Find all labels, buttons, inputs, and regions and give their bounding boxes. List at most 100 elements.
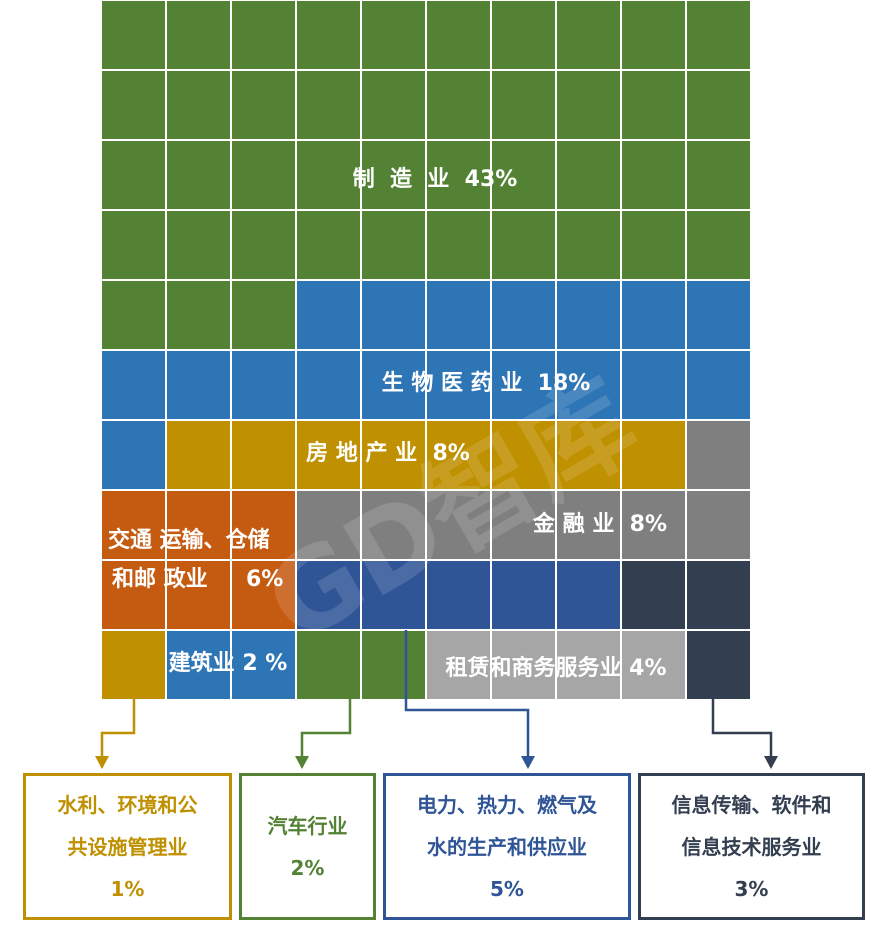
callout-text: 水利、环境和公 — [57, 792, 198, 817]
waffle-cell — [100, 139, 167, 211]
waffle-cell — [425, 279, 492, 351]
callout-box: 水利、环境和公 共设施管理业 1% — [23, 773, 232, 920]
waffle-cell — [360, 279, 427, 351]
callout-text: 5% — [490, 876, 524, 901]
waffle-cell — [230, 209, 297, 281]
waffle-cell — [230, 69, 297, 141]
waffle-cell — [555, 559, 622, 631]
waffle-cell — [100, 349, 167, 421]
data-label-biomed: 生 物 医 药 业 18% — [382, 370, 591, 396]
waffle-cell — [100, 69, 167, 141]
waffle-cell — [555, 69, 622, 141]
waffle-cell — [685, 489, 752, 561]
data-label-transport-line1: 交通 运输、仓储 — [108, 527, 270, 553]
waffle-cell — [490, 0, 557, 71]
waffle-cell — [620, 559, 687, 631]
callout-box: 汽车行业 2% — [239, 773, 376, 920]
callout-text: 1% — [110, 876, 145, 901]
callout-box: 电力、热力、燃气及 水的生产和供应业 5% — [383, 773, 631, 920]
waffle-cell — [295, 209, 362, 281]
waffle-cell — [230, 349, 297, 421]
callout-text: 信息传输、软件和 — [671, 792, 832, 817]
connector-arrowhead — [521, 756, 535, 769]
waffle-cell — [555, 629, 622, 701]
waffle-cell — [425, 69, 492, 141]
waffle-cell — [685, 419, 752, 491]
waffle-cell — [295, 139, 362, 211]
waffle-cell — [685, 559, 752, 631]
waffle-cell — [685, 629, 752, 701]
waffle-cell — [165, 209, 232, 281]
waffle-cell — [620, 0, 687, 71]
waffle-cell — [555, 0, 622, 71]
callout-text: 信息技术服务业 — [681, 834, 822, 859]
waffle-cell — [295, 419, 362, 491]
waffle-cell — [685, 209, 752, 281]
waffle-cell — [295, 629, 362, 701]
waffle-cell — [165, 0, 232, 71]
data-label-finance: 金 融 业 8% — [532, 511, 667, 537]
waffle-cell — [620, 69, 687, 141]
waffle-cell — [100, 209, 167, 281]
waffle-cell — [295, 349, 362, 421]
waffle-cell — [490, 629, 557, 701]
waffle-cell — [230, 139, 297, 211]
waffle-cell — [620, 139, 687, 211]
waffle-cell — [360, 489, 427, 561]
waffle-cell — [165, 419, 232, 491]
callout-text: 汽车行业 — [267, 813, 348, 838]
waffle-cell — [620, 349, 687, 421]
connector-line — [404, 630, 530, 767]
waffle-cell — [425, 0, 492, 71]
waffle-cell — [620, 419, 687, 491]
waffle-cell — [425, 349, 492, 421]
waffle-cell — [425, 209, 492, 281]
callout-text: 电力、热力、燃气及 — [417, 792, 597, 817]
waffle-cell — [360, 629, 427, 701]
waffle-cell — [100, 419, 167, 491]
waffle-cell — [620, 279, 687, 351]
waffle-cell — [620, 629, 687, 701]
data-label-manufacturing: 制 造 业 43% — [353, 167, 518, 192]
waffle-cell — [685, 69, 752, 141]
waffle-cell — [555, 139, 622, 211]
waffle-cell — [490, 139, 557, 211]
waffle-cell — [100, 629, 167, 701]
waffle-cell — [295, 0, 362, 71]
waffle-cell — [555, 419, 622, 491]
waffle-cell — [490, 349, 557, 421]
data-label-leasing: 租赁和商务服务业 4% — [445, 655, 666, 681]
waffle-cell — [425, 629, 492, 701]
data-label-transport-line2: 和邮 政业 6% — [112, 566, 283, 592]
callout-text: 水的生产和供应业 — [427, 834, 587, 859]
waffle-cell — [295, 489, 362, 561]
connector-line — [100, 699, 136, 767]
waffle-cell — [165, 489, 232, 561]
callout-text: 3% — [734, 876, 769, 901]
waffle-cell — [360, 139, 427, 211]
callout-box: 信息传输、软件和 信息技术服务业 3% — [638, 773, 865, 920]
waffle-cell — [360, 69, 427, 141]
waffle-cell — [490, 279, 557, 351]
waffle-cell — [295, 279, 362, 351]
waffle-cell — [100, 0, 167, 71]
waffle-cell — [295, 69, 362, 141]
waffle-cell — [100, 279, 167, 351]
waffle-cell — [490, 559, 557, 631]
waffle-cell — [230, 279, 297, 351]
waffle-cell — [165, 279, 232, 351]
waffle-cell — [360, 0, 427, 71]
waffle-cell — [490, 209, 557, 281]
waffle-cell — [555, 279, 622, 351]
waffle-cell — [360, 209, 427, 281]
waffle-cell — [230, 419, 297, 491]
waffle-cell — [165, 139, 232, 211]
data-label-construction: 建筑业 2 % — [169, 650, 288, 676]
waffle-cell — [165, 349, 232, 421]
waffle-cell — [685, 279, 752, 351]
waffle-cell — [425, 489, 492, 561]
connector-arrowhead — [764, 756, 778, 769]
connector-arrowhead — [295, 756, 309, 769]
waffle-cell — [100, 559, 167, 631]
